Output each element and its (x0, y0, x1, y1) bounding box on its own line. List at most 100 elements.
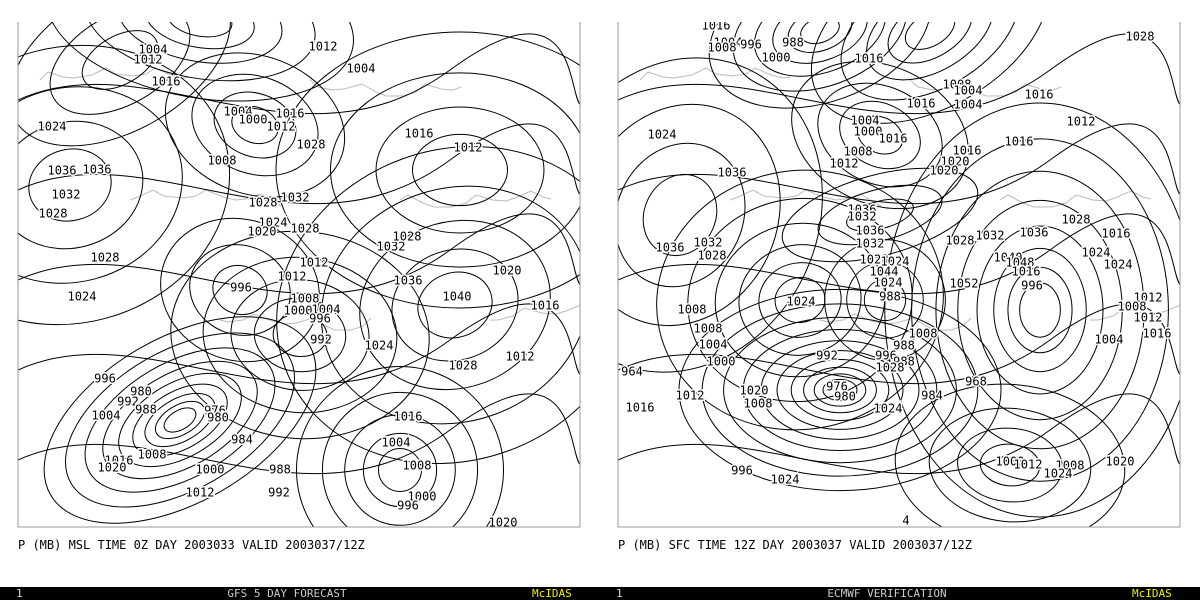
contour-label: 1024 (787, 295, 816, 309)
coastline (309, 79, 462, 97)
isobar (781, 167, 979, 263)
contour-label: 996 (94, 372, 116, 386)
contour-label: 1032 (848, 210, 877, 224)
isobar (866, 22, 994, 81)
contour-label: 1028 (1062, 213, 1091, 227)
contour-label: 1016 (1102, 227, 1131, 241)
contour-label: 1012 (830, 157, 859, 171)
contour-label: 1012 (300, 256, 329, 270)
contour-label: 1008 (291, 292, 320, 306)
isobar (957, 427, 1063, 503)
contour-label: 1024 (259, 216, 288, 230)
contour-label: 1000 (196, 463, 225, 477)
isobar (202, 256, 398, 414)
contour-label: 988 (893, 355, 915, 369)
contour-label: 1028 (946, 234, 975, 248)
contour-label: 1028 (860, 253, 889, 267)
contour-label: 1024 (771, 473, 800, 487)
contour-label: 1032 (694, 236, 723, 250)
contour-label: 1020 (248, 225, 277, 239)
coastline (639, 67, 792, 81)
contour-label: 1016 (1025, 88, 1054, 102)
isobar (979, 443, 1041, 487)
contour-label: 1020 (1106, 455, 1135, 469)
contour-label: 1012 (186, 486, 215, 500)
isobar (976, 225, 1104, 395)
contour-label: 1008 (208, 154, 237, 168)
contour-label: 1008 (744, 397, 773, 411)
contour-label: 1028 (393, 230, 422, 244)
contour-label: 996 (1021, 279, 1043, 293)
isobar (170, 230, 430, 440)
coastline (399, 190, 552, 208)
isobar (656, 169, 944, 431)
footer-title: GFS 5 DAY FORECAST (227, 587, 347, 600)
isobar (132, 383, 228, 457)
isobar (320, 185, 580, 425)
isobar (272, 312, 328, 358)
isobar (191, 73, 319, 177)
isobar (164, 52, 346, 198)
contour-label: 1024 (1044, 467, 1073, 481)
contour-label: 1012 (1014, 458, 1043, 472)
isobar (714, 222, 886, 378)
isobar (618, 303, 1180, 385)
isobar (810, 22, 1050, 124)
contour-label: 1028 (698, 249, 727, 263)
contour-label: 1052 (950, 277, 979, 291)
isobar (43, 316, 317, 524)
contour-label: 1008 (708, 41, 737, 55)
contour-label: 1040 (994, 251, 1023, 265)
isobar (18, 22, 231, 147)
isobar (46, 22, 354, 102)
contour-label: 1016 (105, 454, 134, 468)
contour-label: 1020 (740, 384, 769, 398)
isobar (330, 72, 580, 268)
isobar (18, 33, 580, 115)
contour-label: 1020 (930, 164, 959, 178)
isobar (84, 347, 276, 493)
isobar (813, 373, 867, 407)
isobar (102, 360, 258, 480)
contour-label: 1000 (854, 125, 883, 139)
contour-label: 1032 (377, 240, 406, 254)
isobar (1019, 282, 1061, 338)
contour-label: 992 (310, 333, 332, 347)
contour-label: 1004 (851, 114, 880, 128)
isobar (618, 33, 1180, 115)
contour-label: 1016 (626, 401, 655, 415)
isobar (772, 22, 868, 64)
contour-label: 1008 (1118, 300, 1147, 314)
isobar (65, 332, 295, 508)
isobar (18, 44, 231, 326)
frame-number: 1 (16, 587, 23, 600)
isobar (824, 239, 946, 361)
isobar (81, 30, 159, 90)
isobar (362, 432, 438, 508)
panel-caption: P (MB) MSL TIME 0Z DAY 2003033 VALID 200… (18, 538, 365, 552)
contour-label: 1024 (1104, 258, 1133, 272)
isobar (154, 400, 206, 440)
contour-label: 996 (731, 464, 753, 478)
isobar (776, 350, 904, 430)
contour-label: 1028 (449, 359, 478, 373)
contour-label: 1024 (1082, 246, 1111, 260)
isobar (787, 22, 853, 53)
contour-label: 984 (231, 433, 253, 447)
isobar (253, 297, 347, 373)
isobar (18, 123, 580, 205)
contour-label: 1000 (284, 304, 313, 318)
contour-label: 1028 (1126, 30, 1155, 44)
contour-label: 1016 (276, 107, 305, 121)
contour-label: 1028 (91, 251, 120, 265)
isobar (230, 279, 370, 391)
contour-label: 1024 (648, 128, 677, 142)
isobar (687, 197, 913, 403)
contour-label: 1008 (844, 145, 873, 159)
contour-label: 1004 (954, 98, 983, 112)
isobar (753, 22, 887, 77)
isobar (212, 265, 268, 315)
contour-label: 1016 (702, 19, 731, 33)
contour-label: 996 (875, 349, 897, 363)
